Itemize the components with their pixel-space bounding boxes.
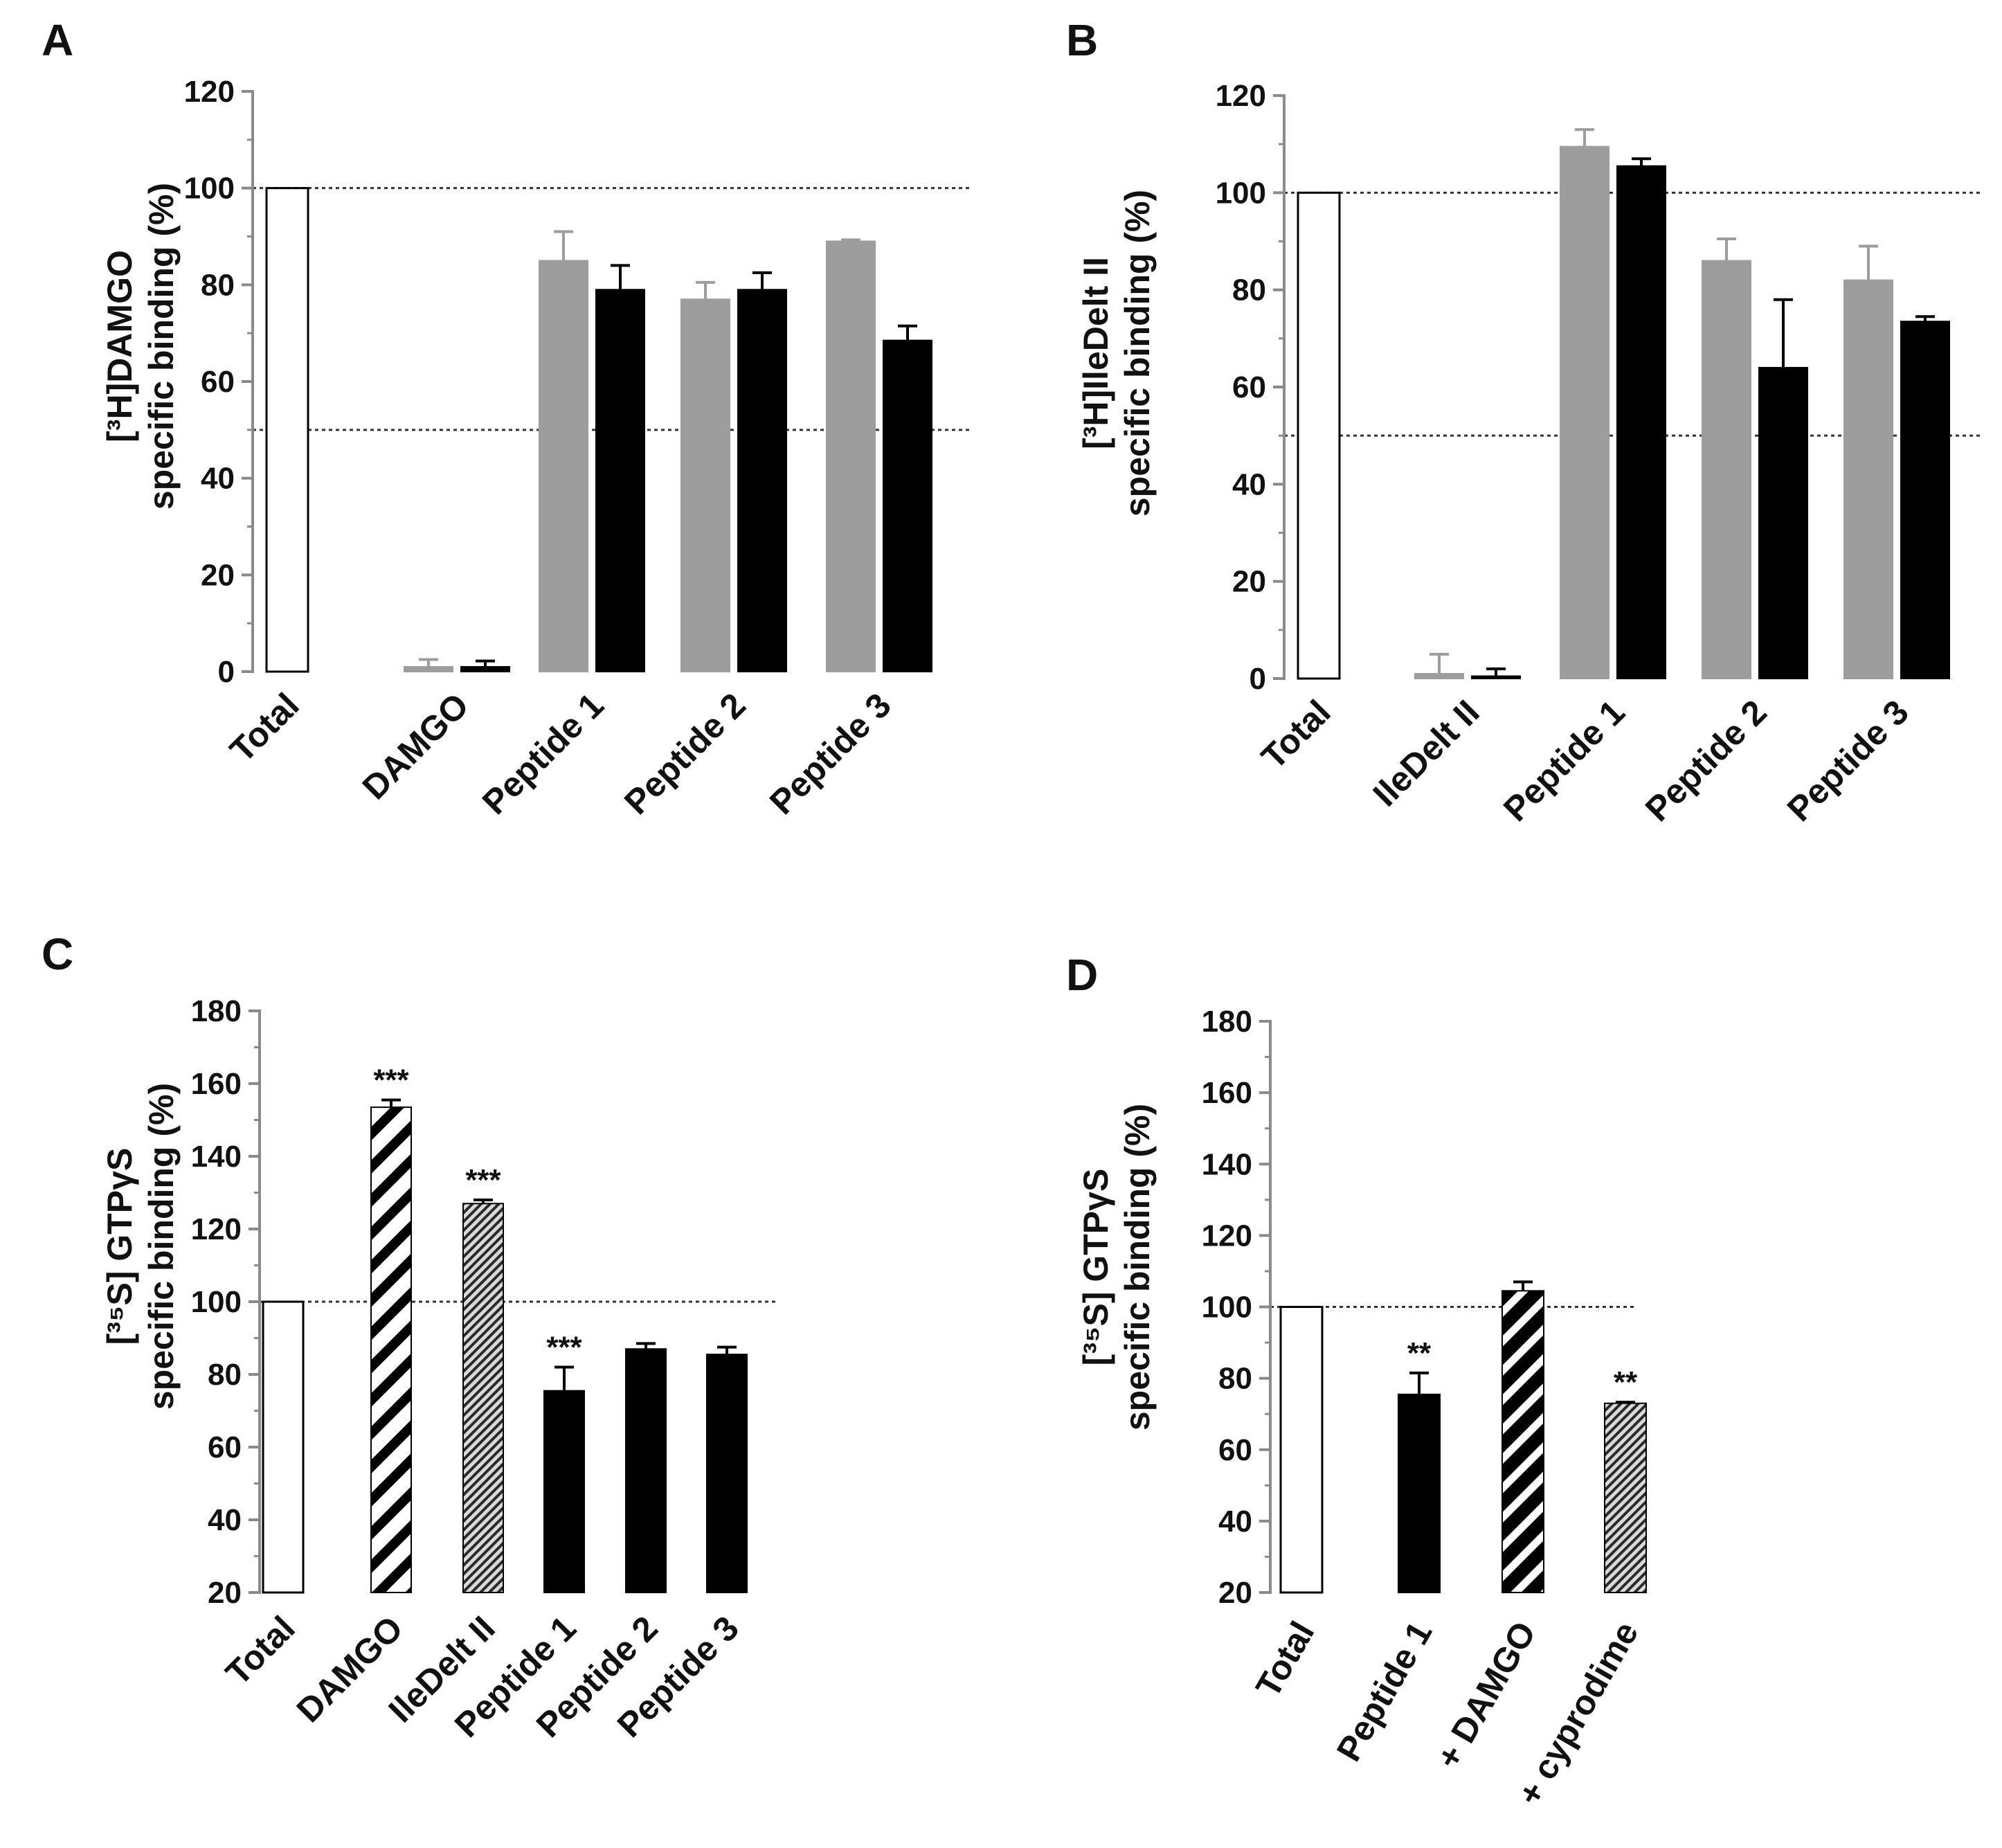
significance-stars: *** xyxy=(546,1331,582,1365)
bar xyxy=(265,187,309,673)
y-tick-label: 60 xyxy=(1232,370,1266,404)
panel-b: B [³H]IleDelt II specific binding (%) 0 2… xyxy=(1066,15,1980,829)
category-label: Peptide 3 xyxy=(762,685,899,822)
bar xyxy=(625,1348,667,1593)
bar xyxy=(1414,672,1464,680)
category-label: Peptide 2 xyxy=(617,685,753,822)
significance-stars: *** xyxy=(465,1163,501,1197)
bar xyxy=(1900,321,1950,679)
significance-stars: ** xyxy=(1407,1336,1432,1370)
category-label: Peptide 1 xyxy=(1496,692,1632,829)
category-label: IleDelt II xyxy=(1366,692,1487,814)
y-tick-label: 120 xyxy=(184,75,235,109)
panel-d: D [³⁵S] GTPγS specific binding (%) 20 40 6… xyxy=(1066,950,1647,1812)
y-tick-label: 20 xyxy=(1218,1576,1252,1610)
category-label: Total xyxy=(1248,1615,1322,1704)
y-axis-label-line2: specific binding (%) xyxy=(1118,190,1157,517)
y-tick-label: 40 xyxy=(1232,467,1266,501)
category-label: Peptide 3 xyxy=(1780,692,1916,829)
bar xyxy=(539,260,588,672)
bar xyxy=(595,289,645,673)
y-tick-label: 180 xyxy=(191,994,242,1028)
category-label: Peptide 1 xyxy=(475,685,611,822)
bar xyxy=(680,298,730,672)
y-tick-label: 180 xyxy=(1202,1005,1252,1039)
bar xyxy=(543,1390,585,1593)
y-tick-label: 100 xyxy=(1202,1291,1252,1325)
y-tick-label: 60 xyxy=(1218,1433,1252,1467)
y-tick-label: 80 xyxy=(1232,273,1266,307)
bar xyxy=(737,289,787,673)
bar xyxy=(1398,1393,1441,1593)
y-tick-label: 0 xyxy=(1250,662,1266,696)
y-tick-label: 160 xyxy=(191,1067,242,1101)
y-tick-label: 160 xyxy=(1202,1076,1252,1110)
y-axis-label-line1: [³⁵S] GTPγS xyxy=(1076,1169,1115,1366)
bar xyxy=(262,1300,305,1594)
bar xyxy=(462,1203,504,1593)
bar xyxy=(1560,145,1609,680)
significance-stars: ** xyxy=(1614,1365,1638,1399)
y-tick-label: 120 xyxy=(1216,79,1266,113)
y-tick-label: 120 xyxy=(191,1212,242,1246)
panel-a: A [³H]DAMGO specific binding (%) 0 20 40 60… xyxy=(42,15,969,822)
y-axis-label-line2: specific binding (%) xyxy=(142,183,181,510)
bar xyxy=(1843,279,1893,679)
y-tick-label: 120 xyxy=(1202,1219,1252,1253)
panel-letter: C xyxy=(42,929,73,979)
y-axis-label-line2: specific binding (%) xyxy=(142,1083,181,1410)
bar xyxy=(1297,191,1341,680)
y-tick-label: 60 xyxy=(201,365,235,399)
bar xyxy=(1702,260,1751,680)
bar xyxy=(1471,675,1521,679)
category-label: Total xyxy=(222,685,306,769)
y-tick-label: 80 xyxy=(1218,1362,1252,1396)
panel-letter: D xyxy=(1066,950,1098,1000)
y-tick-label: 20 xyxy=(208,1576,242,1610)
y-tick-label: 40 xyxy=(201,462,235,496)
y-axis-label-line1: [³H]DAMGO xyxy=(100,250,139,442)
bar xyxy=(1758,366,1808,680)
bar xyxy=(706,1354,748,1593)
y-tick-label: 100 xyxy=(191,1285,242,1319)
bar xyxy=(1279,1306,1324,1594)
y-tick-label: 100 xyxy=(1216,176,1266,210)
panel-letter: B xyxy=(1066,15,1098,65)
y-tick-label: 80 xyxy=(201,268,235,302)
category-label: Total xyxy=(218,1608,302,1692)
significance-stars: *** xyxy=(373,1064,409,1097)
y-tick-label: 20 xyxy=(201,558,235,592)
category-label: Peptide 2 xyxy=(1638,692,1774,829)
y-axis-label-line1: [³H]IleDelt II xyxy=(1076,257,1115,449)
bar xyxy=(1502,1290,1544,1593)
category-label: Total xyxy=(1254,692,1337,776)
bar xyxy=(883,339,932,672)
bar xyxy=(826,240,876,672)
y-axis-label-line2: specific binding (%) xyxy=(1118,1104,1157,1430)
y-tick-label: 140 xyxy=(191,1140,242,1174)
y-tick-label: 40 xyxy=(208,1503,242,1537)
y-tick-label: 0 xyxy=(218,655,235,689)
panel-letter: A xyxy=(42,15,73,65)
panel-c: C [³⁵S] GTPγS specific binding (%) 20 40 6… xyxy=(42,929,779,1745)
bar xyxy=(1604,1402,1647,1593)
bar xyxy=(460,666,510,672)
category-label: DAMGO xyxy=(355,685,476,807)
y-tick-label: 80 xyxy=(208,1358,242,1392)
category-label: Peptide 1 xyxy=(1329,1615,1440,1768)
category-label: + DAMGO xyxy=(1429,1615,1544,1775)
y-tick-label: 40 xyxy=(1218,1505,1252,1538)
y-tick-label: 140 xyxy=(1202,1147,1252,1181)
y-axis-label-line1: [³⁵S] GTPγS xyxy=(100,1148,139,1345)
bar xyxy=(404,666,453,672)
bar xyxy=(370,1106,412,1593)
y-tick-label: 20 xyxy=(1232,565,1266,599)
y-tick-label: 100 xyxy=(184,172,235,206)
y-tick-label: 60 xyxy=(208,1430,242,1464)
bar xyxy=(1616,165,1666,680)
